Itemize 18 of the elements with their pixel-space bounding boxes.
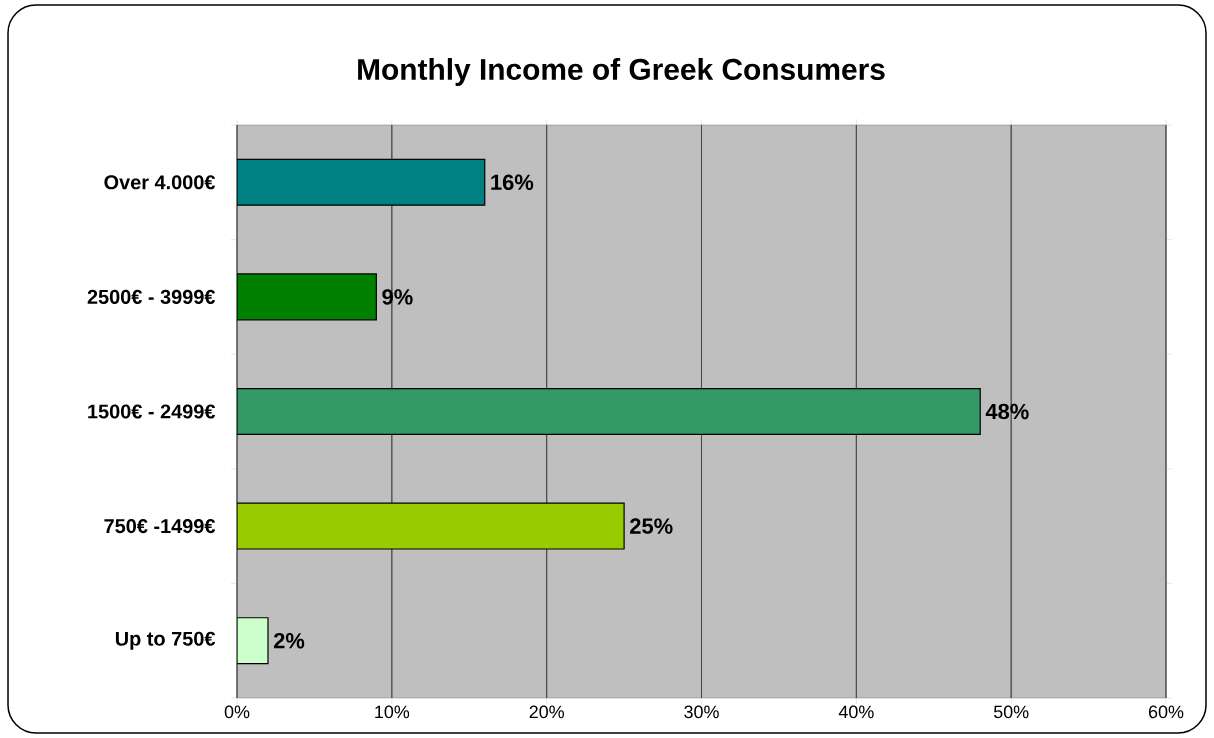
x-tick-label: 40% — [838, 705, 874, 719]
x-tick-label: 60% — [1148, 705, 1184, 719]
y-tick-label: Up to 750€ — [115, 631, 216, 650]
y-tick-label: Over 4.000€ — [104, 175, 216, 190]
y-tick-label: 2500€ - 3999€ — [87, 289, 216, 304]
data-label: 16% — [491, 174, 534, 191]
data-label: 2% — [273, 632, 305, 649]
x-tick-label: 0% — [224, 705, 250, 719]
data-label: 48% — [985, 403, 1029, 420]
y-tick-label: 750€ -1499€ — [104, 519, 216, 534]
x-tick-label: 50% — [993, 705, 1029, 719]
data-label: 9% — [382, 289, 413, 305]
x-tick-label: 10% — [375, 705, 410, 719]
x-tick-label: 30% — [684, 705, 719, 719]
x-tick-label: 20% — [529, 705, 564, 719]
data-label: 25% — [630, 518, 673, 534]
chart-title: Monthly Income of Greek Consumers — [358, 58, 885, 86]
y-tick-label: 1500€ - 2499€ — [88, 404, 216, 419]
